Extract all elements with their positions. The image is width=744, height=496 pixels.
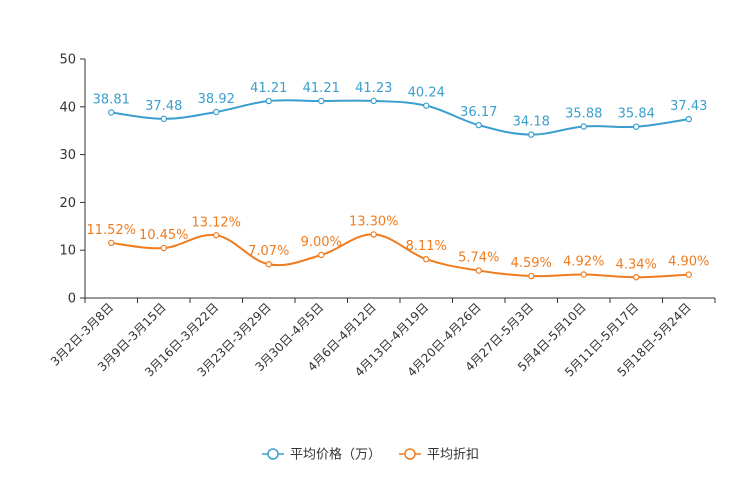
data-label: 11.52% xyxy=(86,223,136,238)
data-point[interactable] xyxy=(475,121,482,129)
data-point[interactable] xyxy=(213,108,220,116)
legend-item-average-discount[interactable]: 平均折扣 xyxy=(399,448,479,463)
data-label: 9.00% xyxy=(301,235,342,250)
data-point[interactable] xyxy=(580,123,587,130)
data-label: 35.84 xyxy=(618,107,655,122)
data-point[interactable] xyxy=(633,274,640,281)
data-label: 4.34% xyxy=(616,257,657,272)
data-label: 37.48 xyxy=(145,99,182,114)
data-label: 8.11% xyxy=(406,239,447,254)
y-tick-label: 30 xyxy=(59,148,76,163)
data-label: 34.18 xyxy=(513,115,550,130)
series-average-price: 38.81 37.48 38.92 41.21 41.21 41.23 40.24 36.17… xyxy=(93,81,707,138)
data-point[interactable] xyxy=(685,115,692,123)
data-point[interactable] xyxy=(318,251,325,259)
data-label: 41.21 xyxy=(303,81,340,96)
data-label: 10.45% xyxy=(139,228,189,243)
data-label: 13.30% xyxy=(349,214,399,229)
y-tick-label: 10 xyxy=(59,244,76,259)
legend-label: 平均价格（万） xyxy=(290,447,381,463)
data-point[interactable] xyxy=(108,239,115,247)
data-label: 40.24 xyxy=(408,86,445,101)
legend-label: 平均折扣 xyxy=(427,448,479,463)
data-point[interactable] xyxy=(160,244,167,252)
legend[interactable]: 平均价格（万） 平均折扣 xyxy=(262,447,479,463)
data-point[interactable] xyxy=(475,267,482,274)
y-tick-label: 20 xyxy=(59,196,76,211)
data-label: 4.92% xyxy=(563,254,604,269)
y-tick-label: 50 xyxy=(59,53,76,68)
data-label: 13.12% xyxy=(191,215,241,230)
data-point[interactable] xyxy=(160,115,167,123)
series-average-discount: 11.52% 10.45%13.12% 7.07% 9.00% 13.30% 8.11% 5… xyxy=(86,214,709,281)
data-point[interactable] xyxy=(633,123,640,130)
data-label: 38.81 xyxy=(93,92,130,107)
data-label: 41.23 xyxy=(355,81,392,96)
data-point[interactable] xyxy=(423,256,430,263)
legend-marker-icon xyxy=(267,448,279,460)
data-label: 4.59% xyxy=(511,256,552,271)
data-point[interactable] xyxy=(370,97,377,105)
series-line xyxy=(111,99,689,136)
data-point[interactable] xyxy=(265,97,272,105)
data-point[interactable] xyxy=(685,271,692,278)
data-label: 4.90% xyxy=(668,255,709,270)
data-label: 37.43 xyxy=(670,99,707,114)
data-label: 35.88 xyxy=(565,106,602,121)
legend-item-average-price[interactable]: 平均价格（万） xyxy=(262,447,381,463)
data-point[interactable] xyxy=(423,102,430,109)
y-tick-label: 0 xyxy=(68,292,76,307)
legend-marker-icon xyxy=(404,448,416,460)
data-point[interactable] xyxy=(370,231,377,238)
data-point[interactable] xyxy=(108,109,115,116)
data-point[interactable] xyxy=(213,232,220,239)
data-label: 7.07% xyxy=(248,244,289,259)
data-point[interactable] xyxy=(528,131,535,138)
data-point[interactable] xyxy=(580,271,587,278)
data-label: 38.92 xyxy=(198,92,235,107)
data-label: 36.17 xyxy=(460,105,497,120)
series-layer: 38.81 37.48 38.92 41.21 41.21 41.23 40.24 36.17… xyxy=(86,81,709,281)
data-label: 5.74% xyxy=(458,251,499,266)
data-point[interactable] xyxy=(318,97,325,105)
y-tick-label: 40 xyxy=(59,100,76,115)
data-label: 41.21 xyxy=(250,81,287,96)
data-point[interactable] xyxy=(528,272,535,280)
series-line xyxy=(111,233,689,279)
data-point[interactable] xyxy=(265,261,272,268)
